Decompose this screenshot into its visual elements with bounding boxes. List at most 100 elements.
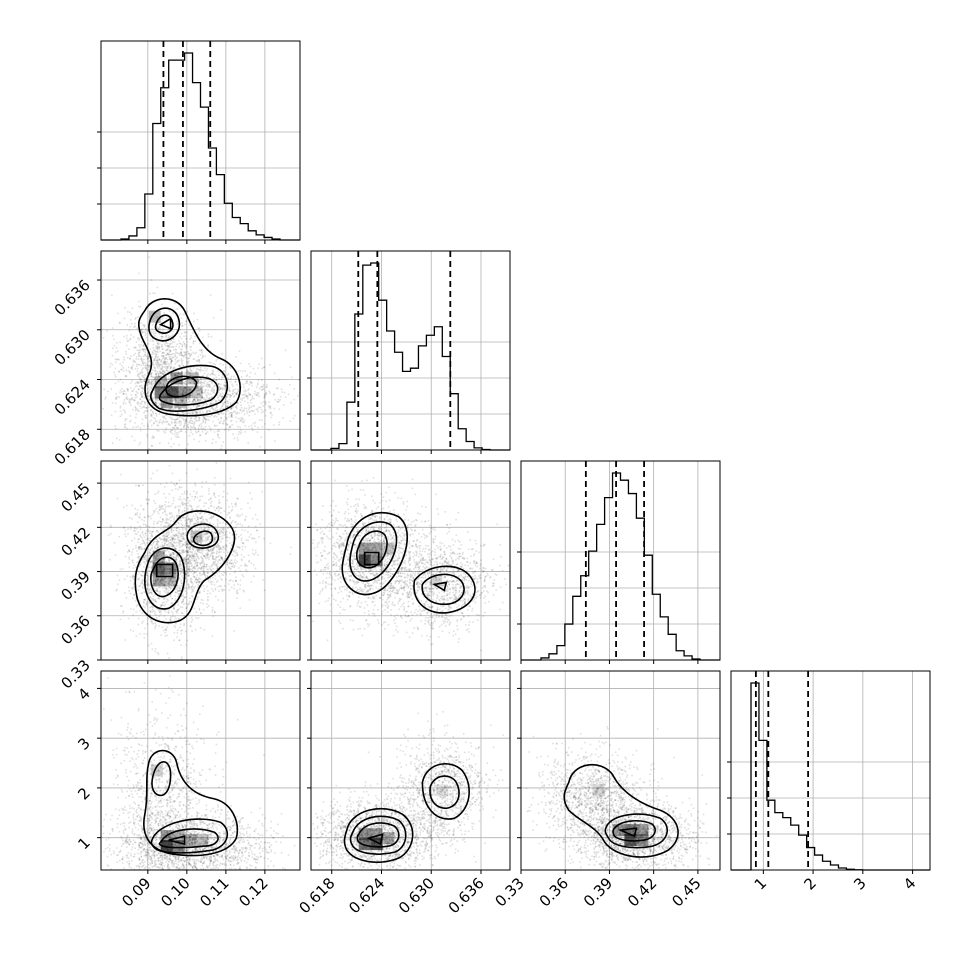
scatter-point [181,381,184,383]
scatter-point [231,383,233,386]
scatter-point [162,419,165,422]
scatter-point [193,554,195,556]
scatter-point [239,401,242,404]
scatter-point [209,581,212,584]
scatter-point [137,364,140,366]
scatter-point [219,547,222,550]
scatter-point [196,380,199,383]
scatter-point [169,351,171,353]
scatter-point [135,598,138,601]
scatter-point [187,583,190,586]
scatter-point [175,383,177,385]
scatter-point [137,589,140,592]
scatter-point [237,523,239,525]
scatter-point [165,538,168,540]
scatter-point [136,385,138,387]
scatter-point [154,650,157,653]
scatter-point [138,300,140,303]
scatter-point [131,435,133,438]
scatter-point [205,539,207,542]
scatter-point [190,621,193,623]
scatter-point [212,547,215,550]
scatter-point [154,545,156,548]
scatter-point [186,561,188,564]
scatter-point [152,560,155,563]
scatter-point [215,536,218,538]
scatter-point [224,389,227,391]
scatter-point [225,405,227,408]
scatter-point [208,544,211,547]
scatter-point [187,525,190,528]
scatter-point [146,601,148,603]
scatter-point [155,364,158,366]
scatter-point [237,402,239,405]
scatter-point [221,590,224,592]
scatter-point [243,396,246,399]
scatter-point [248,560,250,563]
scatter-point [170,539,172,541]
scatter-point [186,389,188,391]
scatter-point [148,356,151,359]
scatter-point [207,558,210,561]
scatter-point [185,421,188,423]
scatter-point [241,419,243,421]
scatter-point [153,378,156,380]
scatter-point [224,391,227,394]
scatter-point [168,505,171,508]
scatter-point [185,427,187,430]
scatter-point [197,583,199,586]
scatter-point [138,548,141,551]
scatter-point [170,555,173,557]
scatter-point [156,540,159,543]
scatter-point [149,597,151,599]
scatter-point [178,526,180,529]
scatter-point [239,398,242,400]
scatter-point [149,583,152,586]
scatter-point [152,551,155,553]
scatter-point [160,528,162,530]
scatter-point [189,555,191,558]
scatter-point [185,347,187,349]
scatter-point [151,384,153,386]
scatter-point [206,571,209,574]
scatter-point [249,411,251,413]
scatter-point [144,367,147,369]
scatter-point [157,327,159,329]
scatter-point [124,306,126,309]
scatter-point [179,626,181,629]
scatter-point [197,516,199,519]
scatter-point [147,371,149,374]
scatter-point [130,539,133,542]
scatter-point [233,630,235,632]
scatter-point [156,578,159,581]
scatter-point [217,510,220,512]
scatter-point [211,558,214,560]
scatter-point [189,518,192,521]
scatter-point [147,372,149,374]
scatter-point [164,431,166,434]
scatter-point [183,343,186,345]
scatter-point [147,360,150,363]
scatter-point [149,391,152,394]
scatter-point [129,575,132,578]
scatter-point [181,383,184,385]
scatter-point [154,367,156,370]
scatter-point [114,425,116,427]
scatter-point [183,335,185,338]
scatter-point [174,505,177,508]
scatter-point [212,615,214,617]
scatter-point [198,581,201,584]
scatter-point [122,367,125,369]
scatter-point [150,375,153,378]
scatter-point [179,587,181,590]
scatter-point [206,552,208,555]
scatter-point [153,584,156,586]
scatter-point [198,591,201,593]
scatter-point [226,423,228,426]
scatter-point [216,413,219,415]
scatter-point [181,354,183,357]
scatter-point [161,626,164,629]
scatter-point [154,359,156,362]
scatter-point [236,552,238,554]
scatter-point [178,551,180,554]
